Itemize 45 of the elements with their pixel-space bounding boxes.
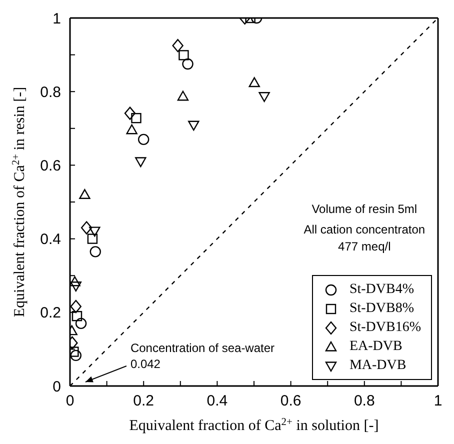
point — [70, 282, 82, 292]
y-tick-label: 0.8 — [40, 84, 61, 101]
legend-label: EA-DVB — [349, 338, 402, 354]
point — [70, 276, 80, 286]
x-tick-label: 1 — [434, 392, 442, 410]
x-tick-label: 0.8 — [354, 392, 375, 410]
point — [124, 106, 136, 120]
point — [75, 318, 87, 330]
point — [90, 246, 101, 258]
x-tick-label: 0.4 — [206, 392, 228, 410]
point — [70, 346, 79, 357]
legend-label: MA-DVB — [349, 358, 406, 374]
point — [172, 39, 184, 52]
point — [182, 58, 194, 70]
y-tick-label: 0.2 — [40, 304, 61, 322]
x-tick-label: 0 — [66, 392, 74, 410]
x-tick-label: 0.2 — [133, 392, 154, 410]
point — [258, 92, 270, 102]
point — [138, 134, 150, 146]
point — [70, 300, 82, 314]
legend-label: St-DVB4% — [349, 282, 414, 298]
point — [72, 310, 82, 322]
y-tick-label: 0.4 — [40, 231, 61, 248]
legend-label: St-DVB8% — [349, 300, 414, 316]
annotation: Concentration of sea-water 0.042 — [130, 341, 275, 371]
point — [79, 189, 90, 199]
legend-label: St-DVB16% — [349, 320, 421, 336]
y-tick-label: 0 — [52, 378, 61, 396]
point — [135, 157, 146, 168]
point — [70, 350, 82, 362]
x-tick-label: 0.6 — [280, 392, 302, 410]
point — [188, 120, 200, 131]
point — [248, 77, 260, 88]
point — [87, 234, 98, 244]
x-axis-title: Equivalent fraction of Ca$^{2+}$ in solution [-] — [129, 416, 379, 434]
y-tick-label: 0.6 — [40, 158, 61, 175]
point — [178, 50, 189, 60]
annotation: Volume of resin 5ml — [312, 202, 418, 216]
point — [80, 221, 92, 234]
annotation: All cation concentraton 477 meq/l — [304, 222, 426, 254]
point — [177, 90, 189, 101]
point — [131, 112, 142, 124]
y-tick-label: 1 — [52, 10, 61, 28]
point — [126, 124, 138, 134]
point — [89, 226, 100, 237]
